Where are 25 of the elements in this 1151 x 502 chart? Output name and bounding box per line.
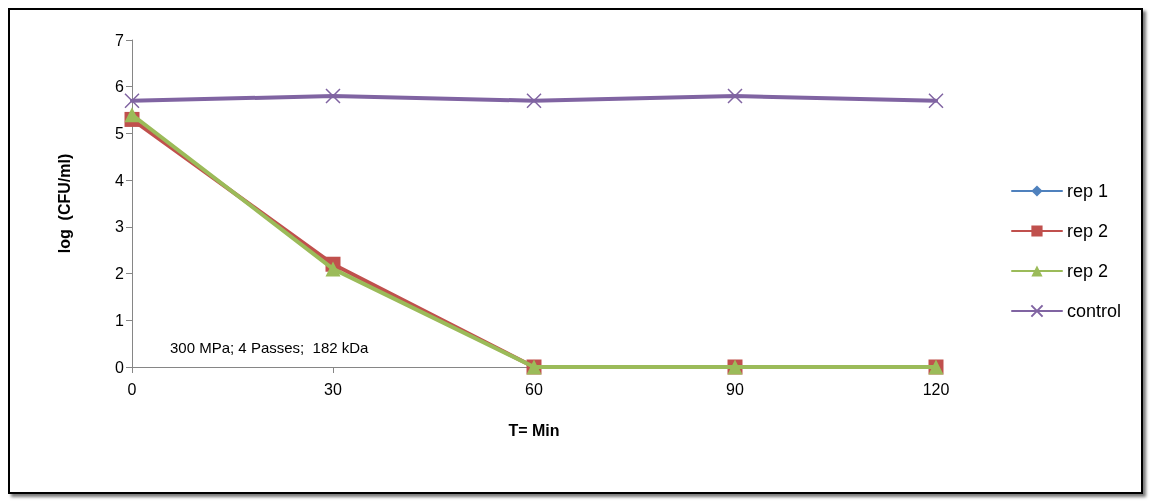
y-tick-label: 6 [115,78,125,96]
y-tick-label: 5 [115,124,125,142]
x-tick-label: 0 [127,380,137,398]
x-axis-title: T= Min [508,421,560,439]
y-tick-label: 2 [115,265,125,283]
point [727,88,743,104]
y-tick-label: 3 [115,218,125,236]
legend-label: rep 2 [1066,261,1108,281]
y-tick-label: 0 [115,358,125,376]
y-tick-label: 7 [115,31,125,49]
legend-label: rep 2 [1066,221,1108,241]
y-tick-label: 1 [115,311,125,329]
y-tick-label: 4 [115,171,125,189]
y-axis-title: log (CFU/ml) [55,153,73,254]
x-tick-label: 30 [324,380,342,398]
point [124,92,140,109]
point [526,92,542,109]
point [325,88,341,104]
x-tick-label: 90 [726,380,744,398]
annotation: 300 MPa; 4 Passes; 182 kDa [170,339,370,356]
x-tick-label: 120 [922,380,950,398]
point [928,92,944,109]
x-tick-label: 60 [525,380,543,398]
legend-label: control [1066,301,1121,321]
legend-label: rep 1 [1066,181,1108,201]
